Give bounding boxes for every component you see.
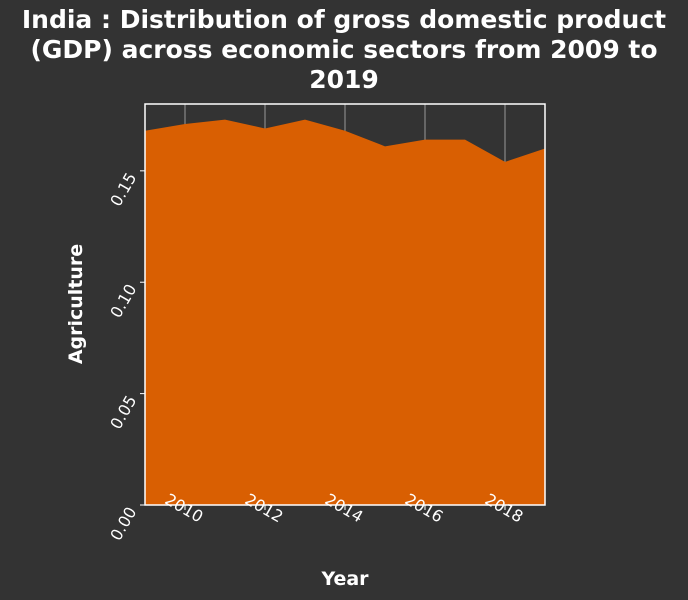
agriculture-area xyxy=(145,119,545,505)
chart-title-line-3: 2019 xyxy=(309,65,379,94)
y-tick-label-2: 0.10 xyxy=(106,281,140,321)
y-tick-label-3: 0.15 xyxy=(106,169,140,209)
chart-title-line-2: (GDP) across economic sectors from 2009 … xyxy=(30,35,657,64)
chart-title: India : Distribution of gross domestic p… xyxy=(22,5,666,94)
y-tick-label-1: 0.05 xyxy=(106,392,140,432)
y-axis-ticks: 0.00 0.05 0.10 0.15 xyxy=(106,169,145,544)
y-tick-label-0: 0.00 xyxy=(106,504,140,544)
y-axis-label: Agriculture xyxy=(65,244,87,364)
x-axis-label: Year xyxy=(320,568,369,590)
chart-title-line-1: India : Distribution of gross domestic p… xyxy=(22,5,666,34)
